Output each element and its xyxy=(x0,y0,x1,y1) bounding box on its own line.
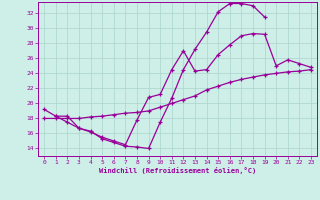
X-axis label: Windchill (Refroidissement éolien,°C): Windchill (Refroidissement éolien,°C) xyxy=(99,167,256,174)
